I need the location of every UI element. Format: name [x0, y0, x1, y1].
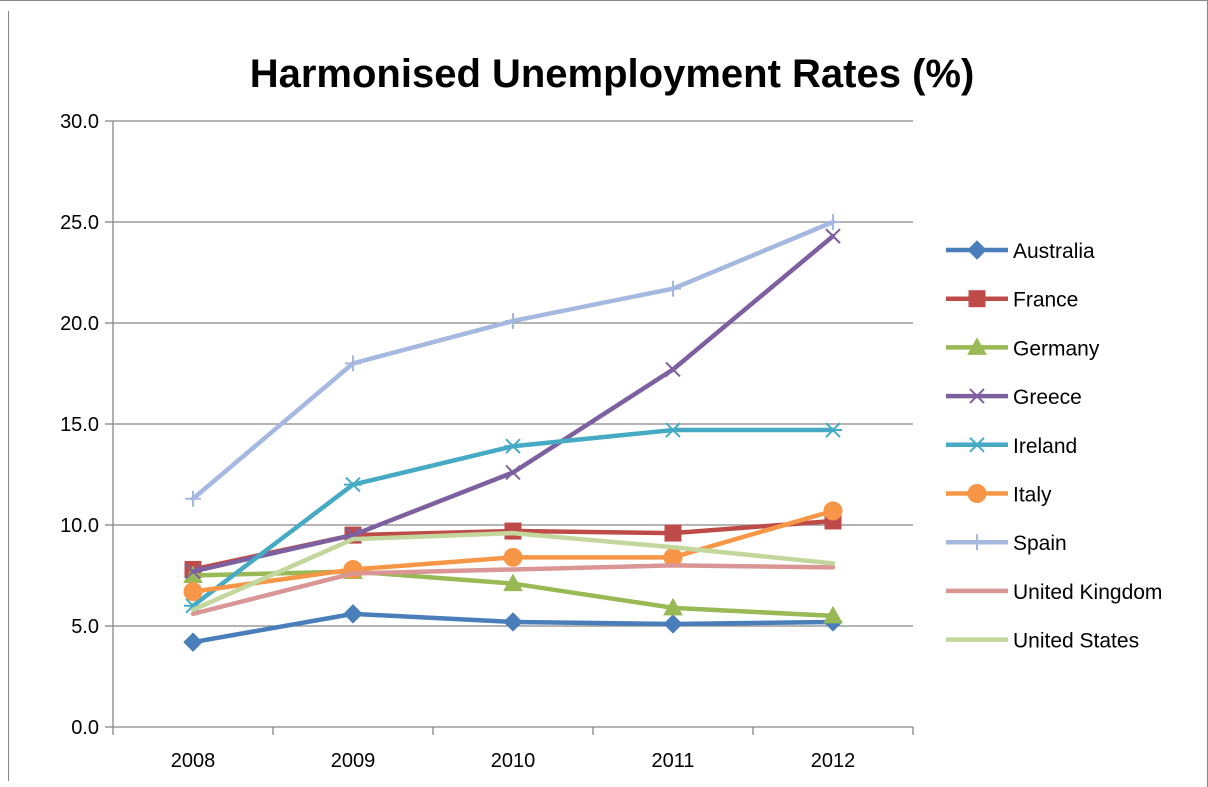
legend-label: France [1013, 289, 1078, 312]
series-line-spain [190, 219, 836, 501]
data-point-australia [343, 604, 363, 624]
legend-item-germany: Germany [946, 337, 1100, 360]
series-united-states [190, 530, 836, 613]
data-point-spain [825, 214, 841, 230]
data-point-greece [505, 464, 521, 481]
legend-marker [967, 240, 987, 260]
legend-label: Spain [1013, 532, 1067, 555]
legend-label: United States [1013, 630, 1139, 653]
x-tick-label: 2012 [811, 750, 856, 772]
x-axis-ticks: 2008 2009 2010 2011 2012 [112, 727, 914, 772]
x-tick-label: 2010 [491, 750, 536, 772]
data-point-germany [823, 605, 843, 624]
legend-label: Germany [1013, 337, 1100, 360]
legend-marker [967, 337, 987, 355]
legend-label: Italy [1013, 484, 1052, 507]
legend-item-italy: Italy [946, 484, 1052, 507]
series-line-united-states [190, 530, 836, 613]
series-line-united-kingdom [190, 563, 836, 617]
y-tick-label: 15.0 [60, 414, 99, 436]
legend-item-france: France [946, 289, 1078, 312]
y-axis-ticks: 0.0 5.0 10.0 15.0 20.0 25.0 30.0 [60, 111, 113, 739]
data-point-greece [185, 563, 201, 580]
y-tick-label: 25.0 [60, 212, 99, 234]
data-point-spain [185, 490, 201, 507]
legend-item-united-kingdom: United Kingdom [946, 581, 1162, 604]
legend-item-australia: Australia [946, 240, 1095, 263]
data-point-italy [183, 582, 203, 602]
data-point-australia [183, 632, 203, 652]
data-point-greece [665, 361, 681, 378]
y-tick-label: 10.0 [60, 515, 99, 537]
y-tick-label: 0.0 [71, 717, 99, 739]
legend-item-united-states: United States [946, 630, 1139, 653]
legend-label: United Kingdom [1013, 581, 1162, 604]
data-point-greece [825, 228, 841, 244]
data-point-germany [503, 573, 523, 592]
legend-marker [968, 290, 986, 308]
series-australia [183, 604, 843, 652]
data-point-italy [503, 547, 523, 567]
legend-label: Australia [1013, 240, 1095, 263]
data-point-ireland [664, 422, 682, 438]
legend-item-greece: Greece [946, 386, 1082, 409]
legend-item-ireland: Ireland [946, 435, 1077, 458]
legend: Australia France Germany Greece Ireland Italy… [946, 240, 1162, 653]
chart-title: Harmonised Unemployment Rates (%) [250, 52, 975, 96]
series-spain [185, 214, 841, 507]
data-point-ireland [344, 476, 362, 493]
series-greece [185, 228, 841, 580]
x-tick-label: 2008 [171, 750, 216, 772]
y-tick-label: 20.0 [60, 313, 99, 335]
legend-marker [969, 534, 985, 551]
legend-item-spain: Spain [946, 532, 1067, 555]
legend-marker [967, 484, 987, 503]
x-tick-label: 2009 [331, 750, 376, 772]
data-point-italy [823, 501, 843, 521]
data-point-france [664, 524, 682, 542]
y-tick-label: 5.0 [71, 616, 99, 638]
legend-marker [969, 388, 985, 404]
legend-marker [968, 437, 986, 453]
x-tick-label: 2011 [651, 750, 694, 772]
data-point-spain [345, 355, 361, 372]
series-line-greece [190, 233, 836, 574]
data-point-ireland [504, 438, 522, 454]
y-tick-label: 30.0 [60, 111, 99, 133]
data-point-australia [663, 614, 683, 634]
data-point-ireland [824, 422, 842, 438]
series-united-kingdom [190, 563, 836, 617]
legend-label: Greece [1013, 386, 1082, 409]
data-point-spain [505, 312, 521, 329]
series-ireland [184, 422, 842, 614]
series-group [183, 214, 843, 652]
data-point-australia [503, 612, 523, 632]
data-point-germany [663, 597, 683, 616]
legend-label: Ireland [1013, 435, 1077, 458]
data-point-spain [665, 280, 681, 297]
